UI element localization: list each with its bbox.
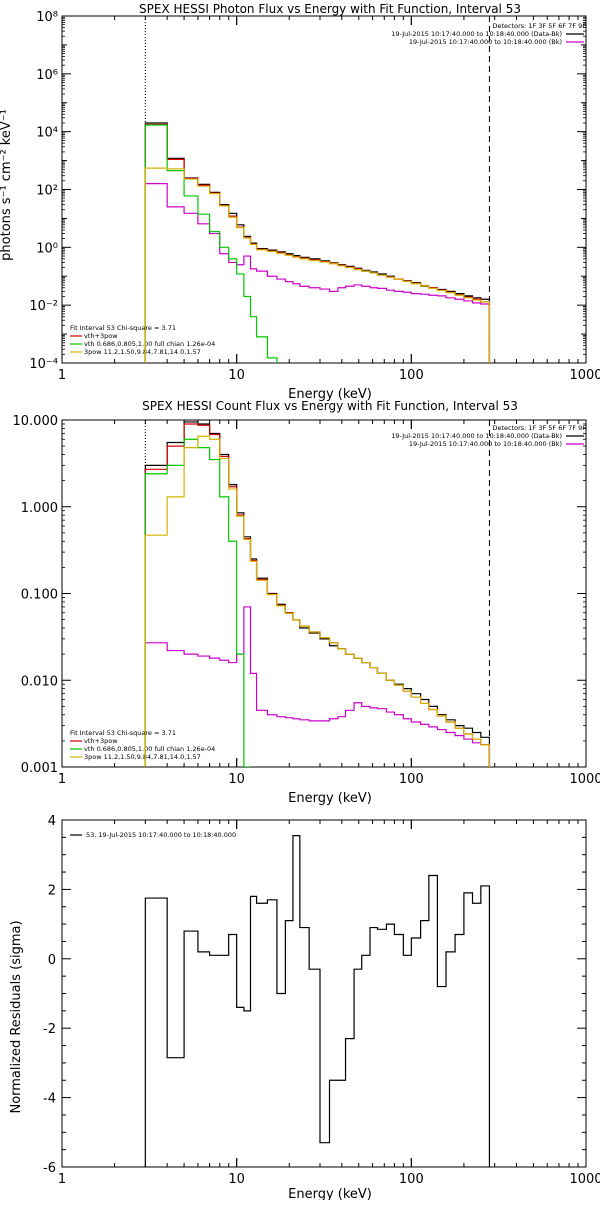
photon-flux-x-tick-label: 100 — [399, 368, 424, 383]
residuals-x-tick-label: 1000 — [569, 1172, 600, 1187]
count-flux-x-tick-label: 10 — [228, 772, 245, 787]
photon-flux-series-vth-3pow — [145, 124, 489, 363]
photon-flux-series-data-bk — [145, 123, 489, 363]
residuals-legend: 53. 19-Jul-2015 10:17:40.000 to 10:18:40… — [86, 831, 236, 839]
residuals-xlabel: Energy (keV) — [288, 1187, 372, 1200]
photon-flux-y-tick-label: 10⁰ — [36, 241, 58, 256]
photon-flux-x-tick-label: 1000 — [569, 368, 600, 383]
count-flux-plot-frame — [62, 420, 586, 767]
count-flux-x-tick-label: 100 — [399, 772, 424, 787]
count-flux-series-vth — [145, 439, 250, 767]
count-flux-y-tick-label: 0.001 — [21, 761, 58, 776]
count-flux-detectors: Detectors: 1F 3F 5F 6F 7F 9F — [492, 424, 586, 432]
photon-flux-series-bk — [145, 184, 489, 363]
count-flux-series-3pow — [145, 436, 489, 767]
count-flux-x-tick-label: 1 — [58, 772, 66, 787]
count-flux-y-tick-label: 10.000 — [13, 414, 59, 429]
count-flux-legend-data-bk: 19-Jul-2015 10:17:40.000 to 10:18:40.000… — [391, 432, 562, 440]
photon-flux-data-layer — [145, 16, 489, 363]
count-flux-legend-bk: 19-Jul-2015 10:17:40.000 to 10:18:40.000… — [409, 440, 562, 448]
photon-flux-legend-vth3pow: vth+3pow — [84, 332, 118, 340]
count-flux-y-tick-label: 1.000 — [21, 501, 58, 516]
photon-flux-fit-header: Fit Interval 53 Chi-square = 3.71 — [70, 324, 176, 332]
photon-flux-x-tick-label: 10 — [228, 368, 245, 383]
photon-flux-legend-vth: vth 0.686,0.805,1.00 full chian 1.26e-04 — [84, 340, 215, 348]
residuals-ylabel: Normalized Residuals (sigma) — [9, 920, 24, 1113]
photon-flux-y-tick-label: 10² — [36, 184, 58, 199]
count-flux-legend-3pow: 3pow 11.2,1.50,9.84,7.81,14.0,1.57 — [84, 753, 201, 761]
residuals-panel: Energy (keV) Normalized Residuals (sigma… — [9, 814, 600, 1200]
photon-flux-y-tick-label: 10⁸ — [36, 10, 58, 25]
photon-flux-plot-frame — [62, 16, 586, 363]
photon-flux-series-3pow — [145, 168, 489, 363]
residuals-plot-frame — [62, 820, 586, 1167]
count-flux-y-tick-label: 0.010 — [21, 674, 58, 689]
count-flux-legend-vth3pow: vth+3pow — [84, 737, 118, 745]
count-flux-title: SPEX HESSI Count Flux vs Energy with Fit… — [142, 399, 518, 413]
residuals-x-tick-label: 10 — [228, 1172, 245, 1187]
residuals-y-tick-label: 0 — [48, 953, 56, 968]
count-flux-legend-vth: vth 0.686,0.805,1.00 full chian 1.26e-04 — [84, 745, 215, 753]
photon-flux-x-tick-label: 1 — [58, 368, 66, 383]
residuals-x-tick-label: 1 — [58, 1172, 66, 1187]
photon-flux-legend-data-bk: 19-Jul-2015 10:17:40.000 to 10:18:40.000… — [391, 30, 562, 38]
residuals-series-residuals — [145, 836, 489, 1167]
count-flux-data-layer — [145, 420, 489, 767]
photon-flux-legend-3pow: 3pow 11.2,1.50,9.84,7.81,14.0,1.57 — [84, 348, 201, 356]
count-flux-panel: SPEX HESSI Count Flux vs Energy with Fit… — [13, 399, 600, 806]
residuals-y-tick-label: -2 — [43, 1022, 56, 1037]
residuals-x-tick-label: 100 — [399, 1172, 424, 1187]
count-flux-xlabel: Energy (keV) — [288, 791, 372, 806]
count-flux-fit-header: Fit Interval 53 Chi-square = 3.71 — [70, 729, 176, 737]
count-flux-y-tick-label: 0.100 — [21, 588, 58, 603]
residuals-data-layer — [145, 836, 489, 1167]
photon-flux-y-tick-label: 10⁴ — [36, 126, 58, 141]
photon-flux-y-tick-label: 10⁶ — [36, 68, 58, 83]
photon-flux-title: SPEX HESSI Photon Flux vs Energy with Fi… — [139, 2, 521, 16]
residuals-y-tick-label: -4 — [43, 1092, 56, 1107]
count-flux-x-tick-label: 1000 — [569, 772, 600, 787]
photon-flux-legend-bk: 19-Jul-2015 10:17:40.000 to 10:18:40.000… — [409, 38, 562, 46]
residuals-y-tick-label: -6 — [43, 1161, 56, 1176]
photon-flux-ylabel: photons s⁻¹ cm⁻² keV⁻¹ — [0, 109, 14, 261]
photon-flux-panel: SPEX HESSI Photon Flux vs Energy with Fi… — [0, 2, 600, 402]
photon-flux-y-tick-label: 10⁻² — [29, 299, 58, 314]
residuals-y-tick-label: 4 — [48, 814, 56, 829]
photon-flux-y-tick-label: 10⁻⁴ — [29, 357, 58, 372]
residuals-y-tick-label: 2 — [48, 883, 56, 898]
photon-flux-detectors: Detectors: 1F 3F 5F 6F 7F 9F — [492, 22, 586, 30]
count-flux-series-bk — [145, 607, 489, 767]
